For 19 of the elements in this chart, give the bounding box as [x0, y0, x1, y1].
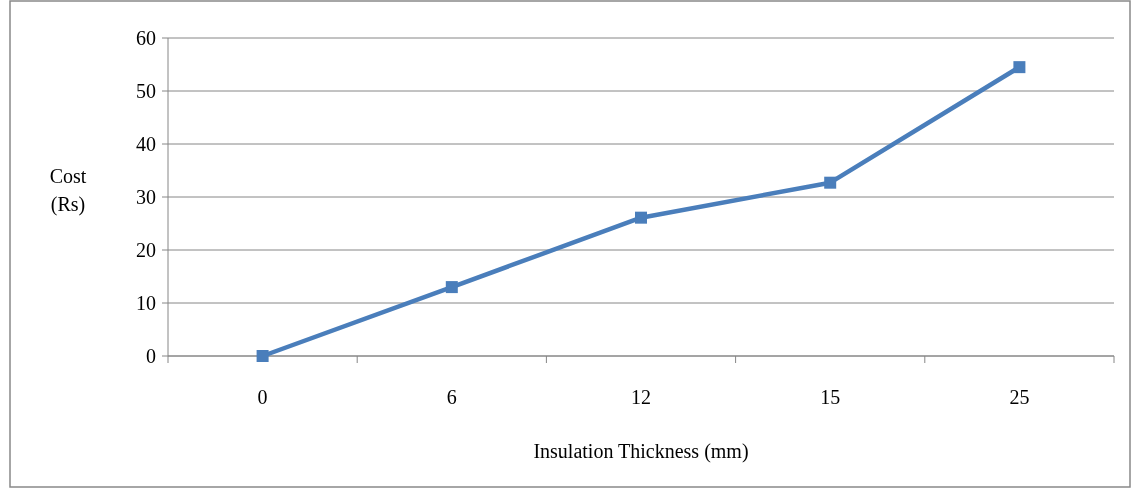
point — [824, 176, 837, 189]
point — [1013, 61, 1026, 74]
x-tick-label: 0 — [257, 386, 268, 408]
y-tick-label: 0 — [146, 345, 156, 367]
x-tick-label: 15 — [820, 386, 841, 408]
y-tick-label: 20 — [136, 239, 156, 261]
x-tick-label: 25 — [1009, 386, 1030, 408]
x-tick-label: 6 — [446, 386, 457, 408]
point — [256, 350, 269, 362]
y-tick-label: 60 — [136, 27, 156, 49]
y-axis-title: Cost (Rs) — [49, 165, 87, 216]
y-tick-label: 50 — [136, 80, 156, 102]
y-tick-label: 40 — [136, 133, 156, 155]
point — [445, 281, 458, 294]
x-axis-title: Insulation Thickness (mm) — [533, 440, 749, 463]
y-tick-label: 30 — [136, 186, 156, 208]
point — [635, 211, 647, 224]
y-tick-label: 10 — [136, 292, 156, 314]
x-tick-label: 12 — [631, 386, 651, 408]
